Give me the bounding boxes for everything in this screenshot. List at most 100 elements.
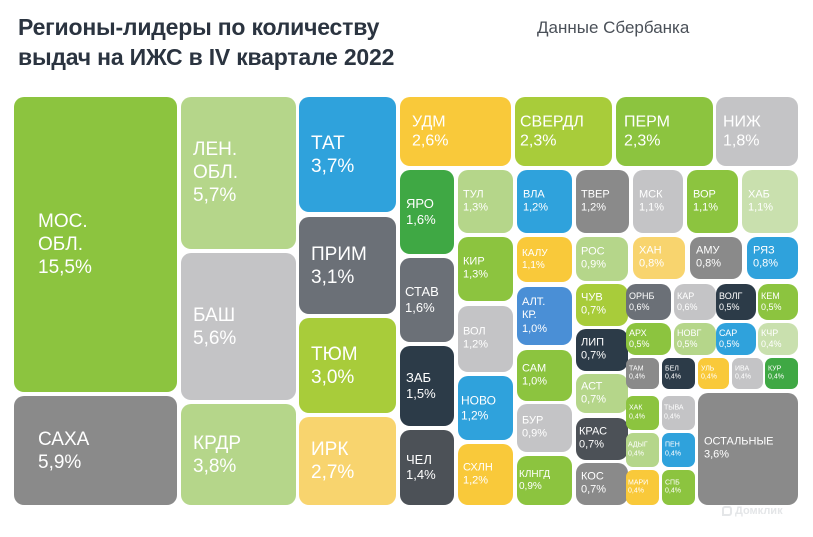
tile-region-label: ПРИМ bbox=[311, 243, 367, 265]
tile-content: СТАВ 1,6% bbox=[400, 284, 454, 316]
tile-content: ХАН 0,8% bbox=[633, 245, 685, 272]
tile-share-value: 5,6% bbox=[193, 327, 237, 349]
tile-content: ВОР 1,1% bbox=[687, 188, 738, 215]
tile-region-label: СВЕРДЛ bbox=[520, 112, 584, 130]
tile-share-value: 0,4% bbox=[761, 339, 782, 349]
tile-share-value: 1,1% bbox=[522, 259, 545, 271]
tile-content: САХА 5,9% bbox=[14, 427, 177, 473]
treemap-tile-лен-обл: ЛЕН. ОБЛ. 5,7% bbox=[181, 97, 296, 249]
logo-text: Домклик bbox=[735, 505, 783, 517]
treemap-tile-ново: НОВО 1,2% bbox=[458, 376, 513, 440]
tile-share-value: 0,6% bbox=[629, 302, 650, 312]
tile-content: АЛТ. КР. 1,0% bbox=[517, 296, 572, 336]
tile-content: ТВЕР 1,2% bbox=[576, 188, 629, 215]
tile-region-label: ПЕН bbox=[665, 441, 680, 449]
tile-content: НОВО 1,2% bbox=[458, 393, 513, 422]
treemap-tile-кир: КИР 1,3% bbox=[458, 237, 513, 301]
tile-content: ЛИП 0,7% bbox=[576, 337, 628, 364]
tile-region-label: АДЫГ bbox=[628, 441, 648, 449]
treemap-tile-алт-кр: АЛТ. КР. 1,0% bbox=[517, 287, 572, 345]
tile-share-value: 0,4% bbox=[628, 450, 644, 457]
tile-share-value: 1,5% bbox=[406, 386, 436, 401]
tile-share-value: 0,9% bbox=[522, 428, 548, 440]
treemap-tile-кем: КЕМ 0,5% bbox=[758, 284, 798, 320]
tile-region-label: САР bbox=[719, 328, 738, 339]
tile-share-value: 0,7% bbox=[581, 484, 607, 496]
tile-share-value: 1,2% bbox=[463, 339, 489, 351]
treemap-tile-чел: ЧЕЛ 1,4% bbox=[400, 430, 454, 505]
treemap-tile-адыг: АДЫГ 0,4% bbox=[626, 433, 659, 467]
tile-share-value: 0,5% bbox=[629, 339, 650, 349]
tile-share-value: 1,4% bbox=[406, 467, 436, 483]
tile-share-value: 0,4% bbox=[665, 373, 681, 381]
tile-content: ПЕРМ 2,3% bbox=[616, 112, 713, 151]
treemap-tile-удм: УДМ 2,6% bbox=[400, 97, 511, 166]
treemap-tile-перм: ПЕРМ 2,3% bbox=[616, 97, 713, 166]
tile-region-label: КЛНГД bbox=[519, 468, 551, 480]
tile-content: КРАС 0,7% bbox=[576, 426, 628, 453]
treemap-tile-ирк: ИРК 2,7% bbox=[299, 417, 396, 505]
tile-content: КИР 1,3% bbox=[458, 256, 513, 283]
tile-region-label: КРАС bbox=[579, 425, 608, 438]
tile-share-value: 0,8% bbox=[696, 258, 722, 270]
tile-content: ХАК 0,4% bbox=[626, 404, 659, 421]
tile-region-label: АМУ bbox=[696, 244, 720, 257]
treemap-tile-крас: КРАС 0,7% bbox=[576, 418, 628, 460]
treemap-tile-сам: САМ 1,0% bbox=[517, 350, 572, 401]
tile-content: КАЛУ 1,1% bbox=[517, 247, 572, 271]
tile-region-label: ХАБ bbox=[748, 188, 770, 201]
domclick-logo-icon bbox=[722, 506, 732, 516]
treemap-tile-крдр: КРДР 3,8% bbox=[181, 404, 296, 505]
tile-region-label: ЗАБ bbox=[406, 370, 432, 386]
tile-share-value: 1,0% bbox=[522, 375, 548, 388]
chart-title: Регионы-лидеры по количеству выдач на ИЖ… bbox=[18, 12, 394, 72]
tile-content: ТАМ 0,4% bbox=[626, 365, 659, 382]
tile-content: ВОЛГ 0,5% bbox=[716, 291, 756, 313]
tile-region-label: КАЛУ bbox=[522, 247, 548, 259]
treemap-tile-саха: САХА 5,9% bbox=[14, 396, 177, 505]
tile-share-value: 0,4% bbox=[629, 373, 645, 381]
tile-content: РЯЗ 0,8% bbox=[747, 245, 798, 272]
tile-region-label: БАШ bbox=[193, 304, 236, 326]
tile-content: МСК 1,1% bbox=[633, 188, 683, 215]
tile-content: САМ 1,0% bbox=[517, 362, 572, 389]
tile-region-label: ОРНБ bbox=[629, 291, 655, 302]
tile-share-value: 3,1% bbox=[311, 266, 355, 288]
tile-region-label: НОВГ bbox=[677, 328, 702, 339]
tile-share-value: 0,4% bbox=[628, 487, 644, 495]
tile-share-value: 0,7% bbox=[579, 439, 605, 451]
tile-region-label: ЛИП bbox=[581, 336, 605, 349]
treemap-tile-ряз: РЯЗ 0,8% bbox=[747, 237, 798, 279]
treemap-tile-волг: ВОЛГ 0,5% bbox=[716, 284, 756, 320]
tile-share-value: 1,1% bbox=[693, 201, 719, 214]
tile-share-value: 0,4% bbox=[664, 413, 680, 420]
tile-content: АСТ 0,7% bbox=[576, 380, 628, 407]
tile-content: ЛЕН. ОБЛ. 5,7% bbox=[181, 138, 296, 208]
tile-share-value: 1,3% bbox=[463, 269, 489, 281]
tile-region-label: СПБ bbox=[665, 478, 680, 486]
tile-share-value: 1,6% bbox=[405, 300, 435, 315]
treemap-tile-орнб: ОРНБ 0,6% bbox=[626, 284, 671, 320]
tile-content: МАРИ 0,4% bbox=[626, 479, 659, 496]
tile-share-value: 0,6% bbox=[677, 302, 698, 312]
treemap-tile-спб: СПБ 0,4% bbox=[662, 470, 695, 505]
tile-content: СПБ 0,4% bbox=[662, 479, 695, 496]
treemap-tile-арх: АРХ 0,5% bbox=[626, 323, 671, 355]
tile-content: КЕМ 0,5% bbox=[758, 291, 798, 313]
tile-content: СВЕРДЛ 2,3% bbox=[515, 112, 612, 151]
tile-content: ОРНБ 0,6% bbox=[626, 291, 671, 313]
tile-share-value: 0,9% bbox=[519, 480, 542, 492]
tile-share-value: 1,2% bbox=[463, 474, 489, 487]
treemap-tile-кчр: КЧР 0,4% bbox=[758, 323, 798, 355]
tile-region-label: САХА bbox=[38, 428, 90, 450]
tile-region-label: УЛЬ bbox=[701, 364, 715, 372]
tile-content: АМУ 0,8% bbox=[690, 245, 742, 272]
tile-region-label: КЕМ bbox=[761, 291, 780, 302]
treemap-tile-вла: ВЛА 1,2% bbox=[517, 170, 572, 233]
treemap-tile-аст: АСТ 0,7% bbox=[576, 374, 628, 413]
tile-region-label: НОВО bbox=[461, 393, 496, 408]
treemap-tile-лип: ЛИП 0,7% bbox=[576, 329, 628, 371]
treemap-tile-став: СТАВ 1,6% bbox=[400, 258, 454, 342]
tile-region-label: ТЫВА bbox=[664, 404, 684, 412]
tile-content: ИРК 2,7% bbox=[299, 438, 396, 484]
